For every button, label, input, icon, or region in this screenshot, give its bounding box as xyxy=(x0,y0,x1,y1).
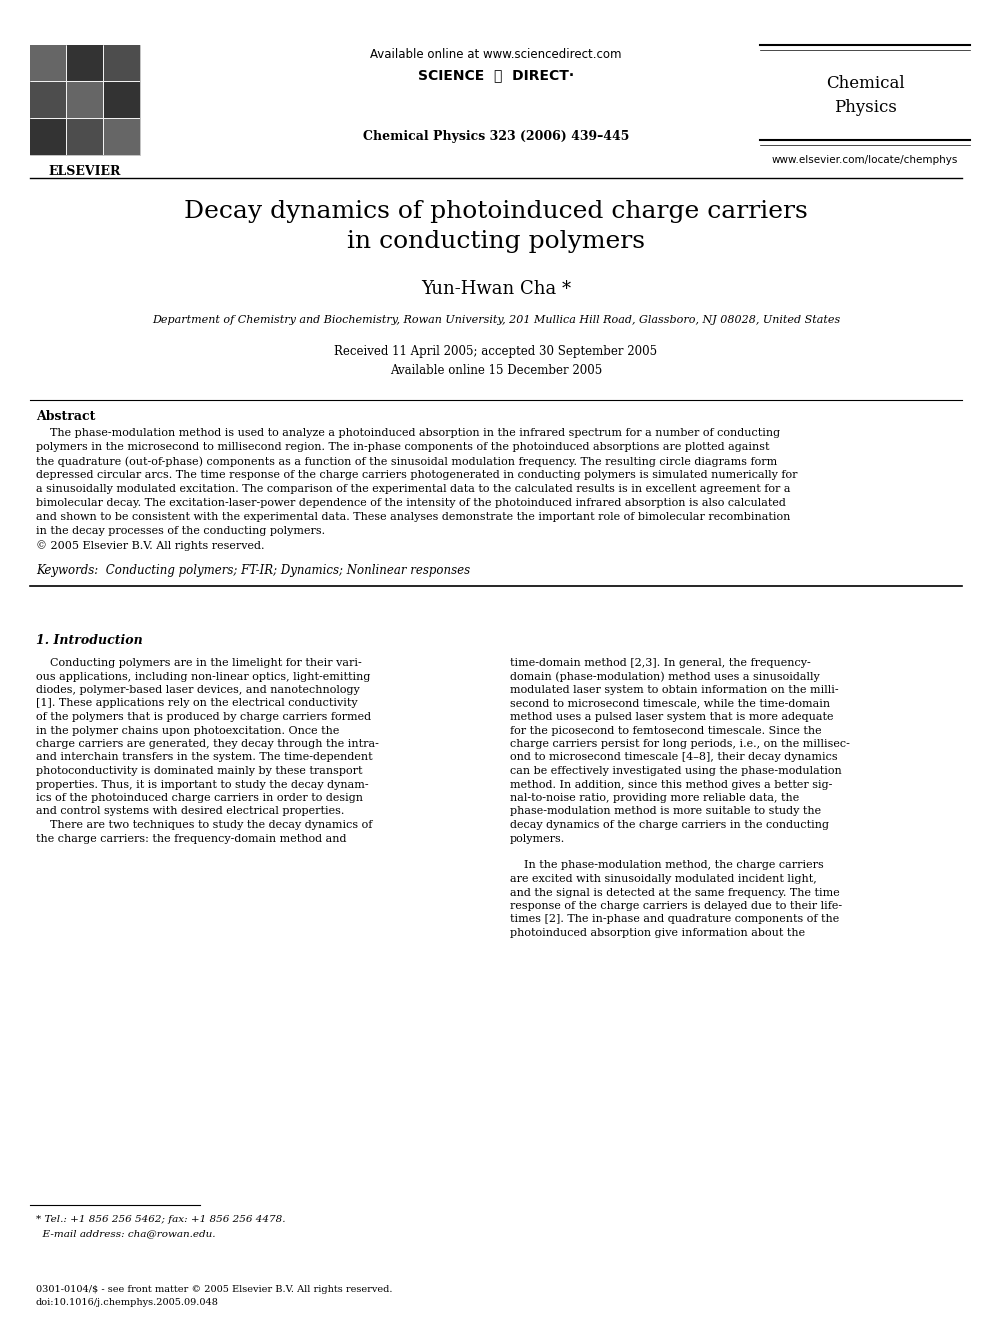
Text: Decay dynamics of photoinduced charge carriers
in conducting polymers: Decay dynamics of photoinduced charge ca… xyxy=(185,200,807,253)
Text: E-mail address: cha@rowan.edu.: E-mail address: cha@rowan.edu. xyxy=(36,1229,215,1238)
Text: Yun-Hwan Cha *: Yun-Hwan Cha * xyxy=(421,280,571,298)
Text: ous applications, including non-linear optics, light-emitting: ous applications, including non-linear o… xyxy=(36,672,370,681)
Text: method uses a pulsed laser system that is more adequate: method uses a pulsed laser system that i… xyxy=(510,712,833,722)
Text: diodes, polymer-based laser devices, and nanotechnology: diodes, polymer-based laser devices, and… xyxy=(36,685,360,695)
Bar xyxy=(30,82,66,118)
Text: and the signal is detected at the same frequency. The time: and the signal is detected at the same f… xyxy=(510,888,840,897)
Text: Chemical
Physics: Chemical Physics xyxy=(825,75,905,115)
Text: www.elsevier.com/locate/chemphys: www.elsevier.com/locate/chemphys xyxy=(772,155,958,165)
Text: the quadrature (out-of-phase) components as a function of the sinusoidal modulat: the quadrature (out-of-phase) components… xyxy=(36,456,778,467)
Text: Conducting polymers are in the limelight for their vari-: Conducting polymers are in the limelight… xyxy=(36,658,362,668)
Text: photoconductivity is dominated mainly by these transport: photoconductivity is dominated mainly by… xyxy=(36,766,362,777)
Text: can be effectively investigated using the phase-modulation: can be effectively investigated using th… xyxy=(510,766,842,777)
Text: time-domain method [2,3]. In general, the frequency-: time-domain method [2,3]. In general, th… xyxy=(510,658,810,668)
Text: © 2005 Elsevier B.V. All rights reserved.: © 2005 Elsevier B.V. All rights reserved… xyxy=(36,540,265,550)
Text: a sinusoidally modulated excitation. The comparison of the experimental data to : a sinusoidally modulated excitation. The… xyxy=(36,484,791,493)
Text: and interchain transfers in the system. The time-dependent: and interchain transfers in the system. … xyxy=(36,753,373,762)
Text: are excited with sinusoidally modulated incident light,: are excited with sinusoidally modulated … xyxy=(510,875,816,884)
Text: photoinduced absorption give information about the: photoinduced absorption give information… xyxy=(510,927,806,938)
Text: charge carriers persist for long periods, i.e., on the millisec-: charge carriers persist for long periods… xyxy=(510,740,850,749)
Text: ond to microsecond timescale [4–8], their decay dynamics: ond to microsecond timescale [4–8], thei… xyxy=(510,753,837,762)
Bar xyxy=(67,82,103,118)
Text: depressed circular arcs. The time response of the charge carriers photogenerated: depressed circular arcs. The time respon… xyxy=(36,470,798,480)
Text: properties. Thus, it is important to study the decay dynam-: properties. Thus, it is important to stu… xyxy=(36,779,369,790)
Text: Abstract: Abstract xyxy=(36,410,95,423)
Text: in the decay processes of the conducting polymers.: in the decay processes of the conducting… xyxy=(36,527,325,536)
Bar xyxy=(104,82,140,118)
Text: 0301-0104/$ - see front matter © 2005 Elsevier B.V. All rights reserved.: 0301-0104/$ - see front matter © 2005 El… xyxy=(36,1285,393,1294)
Text: and control systems with desired electrical properties.: and control systems with desired electri… xyxy=(36,807,344,816)
Bar xyxy=(30,45,66,81)
Text: In the phase-modulation method, the charge carriers: In the phase-modulation method, the char… xyxy=(510,860,823,871)
Text: There are two techniques to study the decay dynamics of: There are two techniques to study the de… xyxy=(36,820,372,830)
Text: second to microsecond timescale, while the time-domain: second to microsecond timescale, while t… xyxy=(510,699,830,709)
Text: Received 11 April 2005; accepted 30 September 2005
Available online 15 December : Received 11 April 2005; accepted 30 Sept… xyxy=(334,345,658,377)
Text: method. In addition, since this method gives a better sig-: method. In addition, since this method g… xyxy=(510,779,832,790)
Bar xyxy=(67,119,103,155)
Text: The phase-modulation method is used to analyze a photoinduced absorption in the : The phase-modulation method is used to a… xyxy=(36,429,780,438)
Text: times [2]. The in-phase and quadrature components of the: times [2]. The in-phase and quadrature c… xyxy=(510,914,839,925)
Text: in the polymer chains upon photoexcitation. Once the: in the polymer chains upon photoexcitati… xyxy=(36,725,339,736)
Text: response of the charge carriers is delayed due to their life-: response of the charge carriers is delay… xyxy=(510,901,842,912)
Text: for the picosecond to femtosecond timescale. Since the: for the picosecond to femtosecond timesc… xyxy=(510,725,821,736)
Bar xyxy=(30,45,140,155)
Text: Available online at www.sciencedirect.com: Available online at www.sciencedirect.co… xyxy=(370,48,622,61)
Text: and shown to be consistent with the experimental data. These analyses demonstrat: and shown to be consistent with the expe… xyxy=(36,512,791,523)
Text: Chemical Physics 323 (2006) 439–445: Chemical Physics 323 (2006) 439–445 xyxy=(363,130,629,143)
Text: charge carriers are generated, they decay through the intra-: charge carriers are generated, they deca… xyxy=(36,740,379,749)
Text: ELSEVIER: ELSEVIER xyxy=(49,165,121,179)
Text: phase-modulation method is more suitable to study the: phase-modulation method is more suitable… xyxy=(510,807,821,816)
Text: Department of Chemistry and Biochemistry, Rowan University, 201 Mullica Hill Roa: Department of Chemistry and Biochemistry… xyxy=(152,315,840,325)
Text: Keywords:  Conducting polymers; FT-IR; Dynamics; Nonlinear responses: Keywords: Conducting polymers; FT-IR; Dy… xyxy=(36,564,470,577)
Text: * Tel.: +1 856 256 5462; fax: +1 856 256 4478.: * Tel.: +1 856 256 5462; fax: +1 856 256… xyxy=(36,1215,286,1224)
Text: SCIENCE  ⓐ  DIRECT·: SCIENCE ⓐ DIRECT· xyxy=(418,67,574,82)
Text: doi:10.1016/j.chemphys.2005.09.048: doi:10.1016/j.chemphys.2005.09.048 xyxy=(36,1298,219,1307)
Bar xyxy=(30,119,66,155)
Text: the charge carriers: the frequency-domain method and: the charge carriers: the frequency-domai… xyxy=(36,833,346,844)
Text: decay dynamics of the charge carriers in the conducting: decay dynamics of the charge carriers in… xyxy=(510,820,829,830)
Text: 1. Introduction: 1. Introduction xyxy=(36,634,143,647)
Bar xyxy=(104,45,140,81)
Text: modulated laser system to obtain information on the milli-: modulated laser system to obtain informa… xyxy=(510,685,838,695)
Bar xyxy=(104,119,140,155)
Text: nal-to-noise ratio, providing more reliable data, the: nal-to-noise ratio, providing more relia… xyxy=(510,792,800,803)
Text: ics of the photoinduced charge carriers in order to design: ics of the photoinduced charge carriers … xyxy=(36,792,363,803)
Text: domain (phase-modulation) method uses a sinusoidally: domain (phase-modulation) method uses a … xyxy=(510,672,819,683)
Text: of the polymers that is produced by charge carriers formed: of the polymers that is produced by char… xyxy=(36,712,371,722)
Text: polymers in the microsecond to millisecond region. The in-phase components of th: polymers in the microsecond to milliseco… xyxy=(36,442,770,452)
Bar xyxy=(67,45,103,81)
Text: polymers.: polymers. xyxy=(510,833,565,844)
Text: bimolecular decay. The excitation-laser-power dependence of the intensity of the: bimolecular decay. The excitation-laser-… xyxy=(36,497,786,508)
Text: [1]. These applications rely on the electrical conductivity: [1]. These applications rely on the elec… xyxy=(36,699,358,709)
